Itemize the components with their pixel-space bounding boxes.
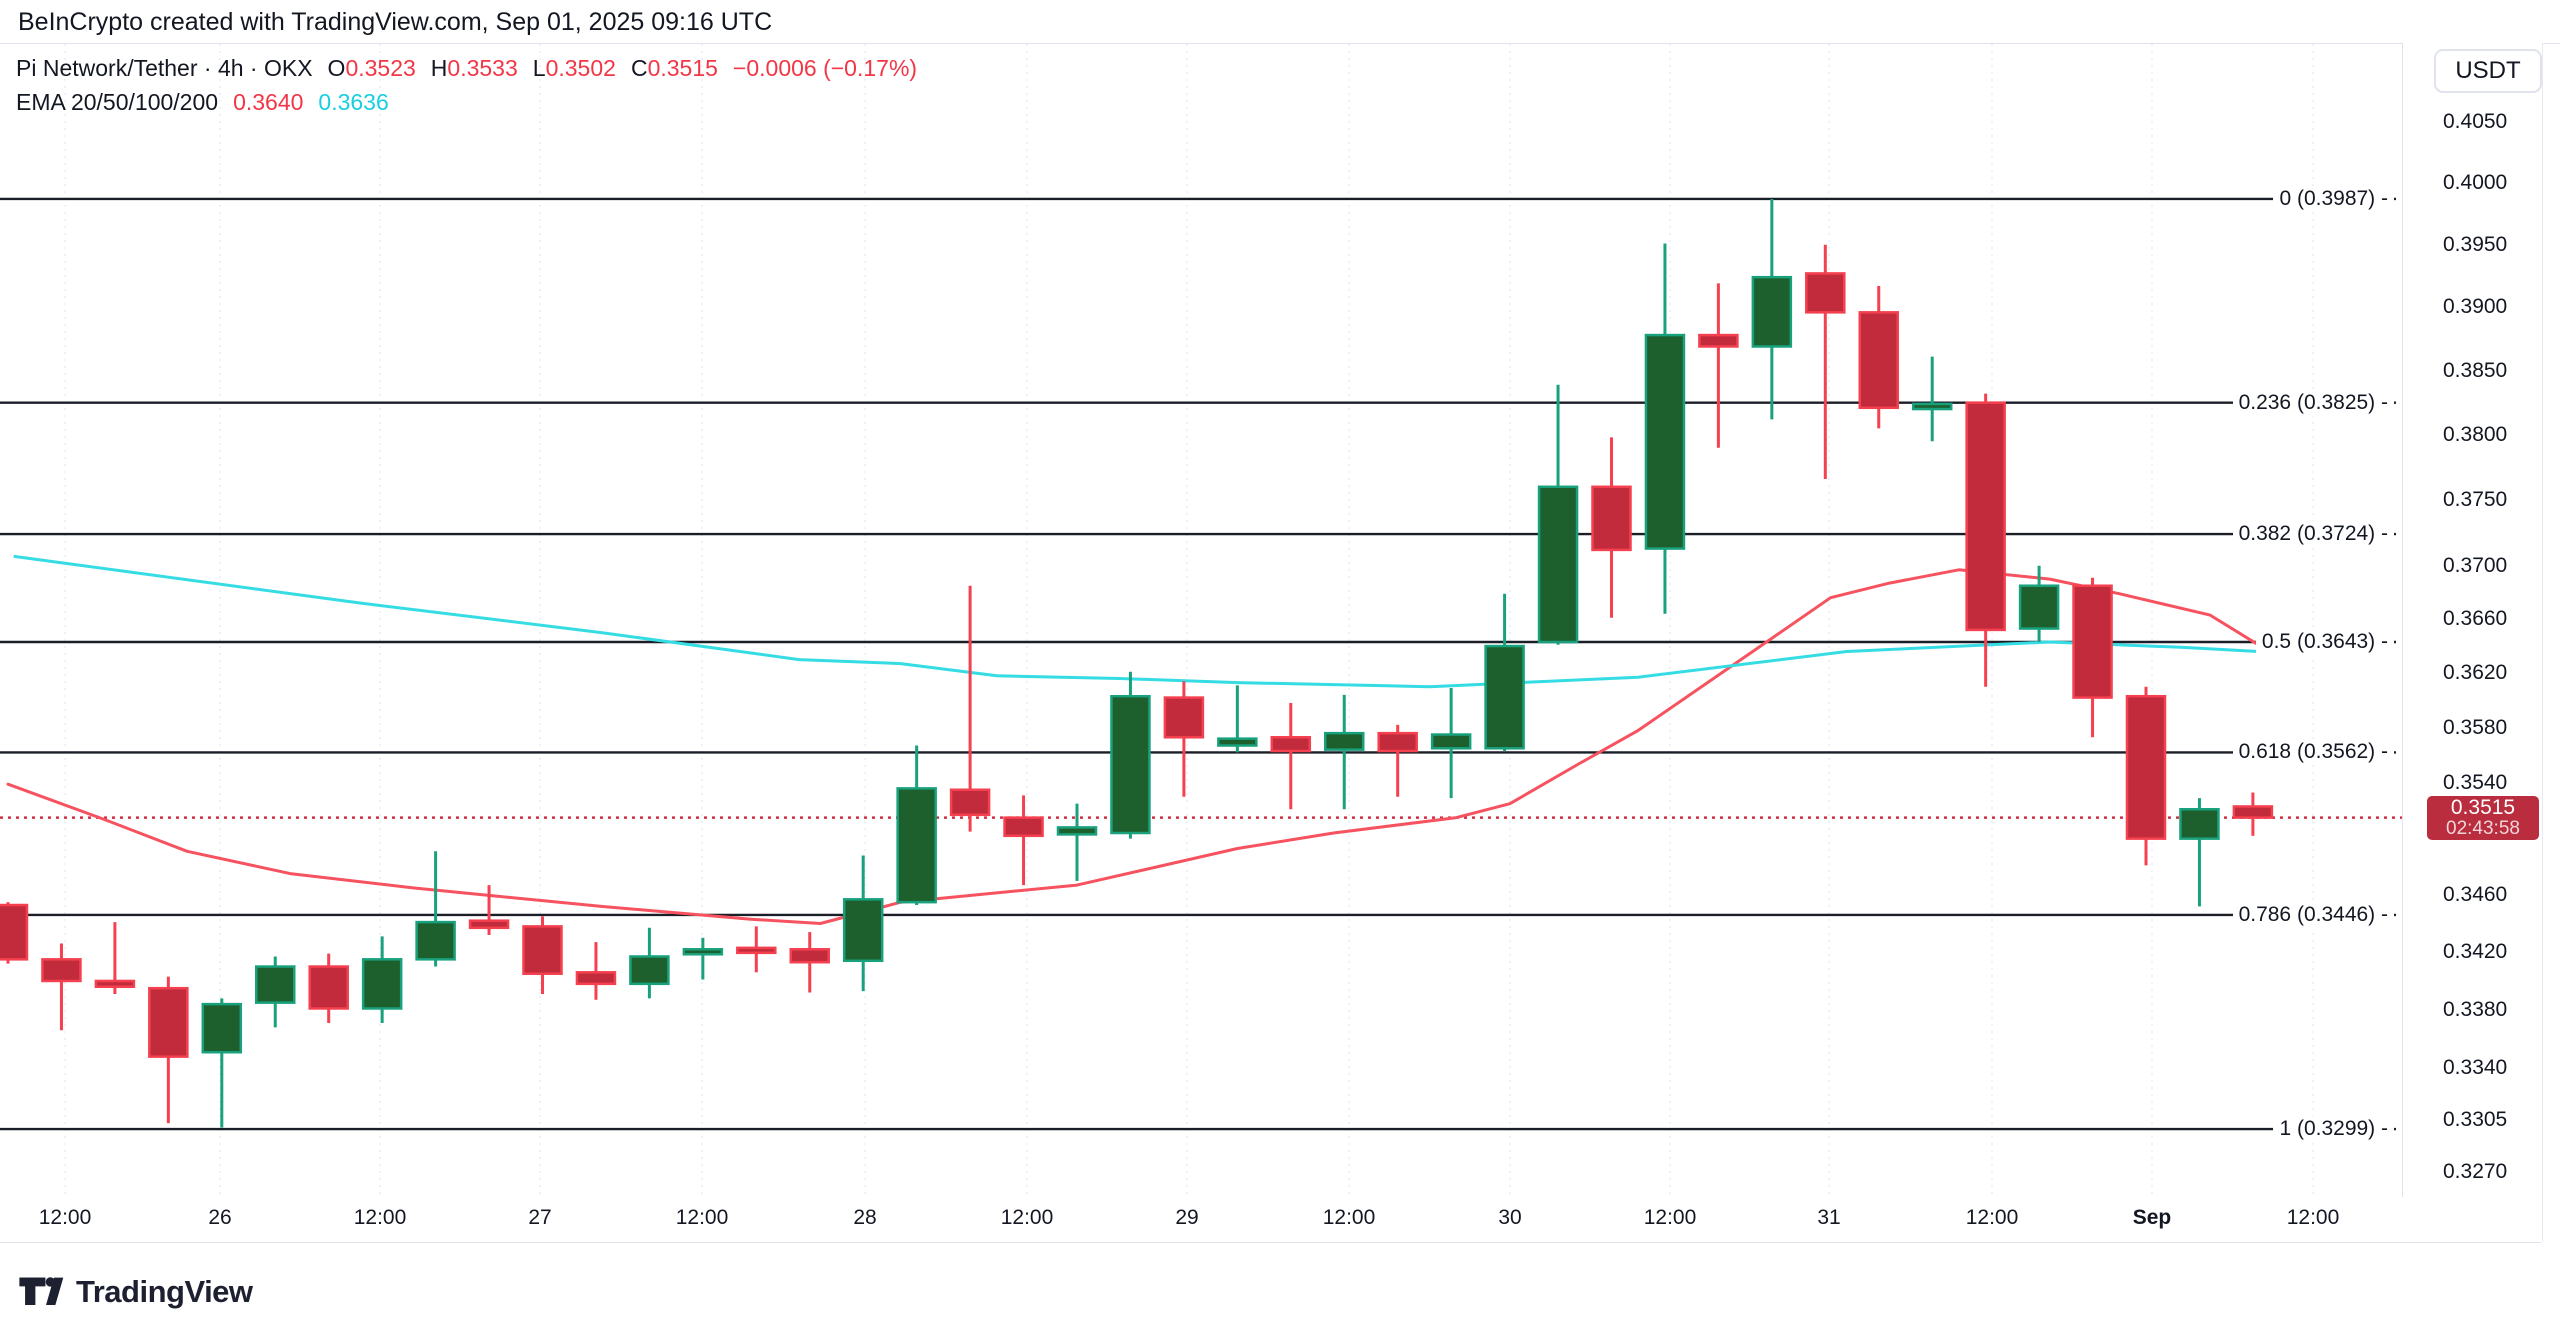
fib-level-label: 1 (0.3299) -	[2273, 1116, 2394, 1143]
time-tick-label: 12:00	[1965, 1206, 2019, 1229]
attribution-text: BeInCrypto created with TradingView.com,…	[18, 8, 773, 36]
fib-level-label: 0.5 (0.3643) -	[2255, 629, 2394, 655]
time-tick-label: 12:00	[353, 1206, 407, 1229]
last-price-value: 0.3515	[2450, 795, 2516, 819]
price-tick-label: 0.3380	[2443, 997, 2508, 1021]
ema-value-red: 0.3640	[233, 89, 304, 115]
time-axis[interactable]: 12:00 26 12:00 27 12:00 28 12:00 29 12:00 30 12:00…	[0, 1197, 2541, 1243]
price-tick-label: 0.3800	[2443, 422, 2508, 446]
price-tick-label: 0.3340	[2443, 1056, 2508, 1080]
price-tick-label: 0.4050	[2443, 109, 2508, 133]
time-tick-label: 12:00	[38, 1206, 92, 1229]
fib-level-label: 0.786 (0.3446) -	[2232, 901, 2394, 928]
price-tick-label: 0.3900	[2443, 295, 2508, 319]
price-tick-label: 0.3420	[2443, 940, 2508, 964]
time-tick-label: 26	[208, 1206, 232, 1229]
time-tick-label: 12:00	[1322, 1206, 1376, 1229]
tradingview-logo-icon[interactable]	[18, 1275, 64, 1309]
symbol-title: Pi Network/Tether · 4h · OKX	[16, 55, 313, 81]
price-tick-label: 0.3850	[2443, 358, 2508, 382]
chart-legend: Pi Network/Tether · 4h · OKX O0.3523 H0.…	[16, 55, 917, 123]
ema-indicator-label: EMA 20/50/100/200	[16, 89, 219, 115]
ohlc-low: L0.3502	[532, 55, 616, 81]
last-price-badge: 0.3515 02:43:58	[2427, 795, 2539, 840]
time-tick-label: 27	[528, 1206, 552, 1229]
currency-toggle-badge[interactable]: USDT	[2434, 49, 2542, 93]
price-tick-label: 0.3620	[2443, 661, 2508, 685]
footer: TradingView	[18, 1274, 253, 1310]
price-tick-label: 0.3700	[2443, 553, 2508, 577]
legend-symbol-row: Pi Network/Tether · 4h · OKX O0.3523 H0.…	[16, 55, 917, 82]
price-tick-label: 0.3305	[2443, 1108, 2508, 1132]
price-tick-label: 0.3540	[2443, 770, 2508, 794]
tradingview-logo-text[interactable]: TradingView	[76, 1274, 253, 1309]
time-tick-label: 31	[1817, 1206, 1841, 1229]
ema-value-cyan: 0.3636	[318, 89, 389, 115]
time-tick-label: 12:00	[2286, 1206, 2340, 1229]
price-tick-label: 0.3580	[2443, 715, 2508, 739]
price-tick-label: 0.3270	[2443, 1160, 2508, 1184]
ohlc-open: O0.3523	[327, 55, 416, 81]
time-tick-label: 12:00	[1000, 1206, 1054, 1229]
chart-canvas[interactable]	[0, 43, 2560, 1242]
legend-ema-row: EMA 20/50/100/200 0.3640 0.3636	[16, 89, 917, 116]
fib-level-label: 0.382 (0.3724) -	[2232, 521, 2394, 548]
fib-level-label: 0.236 (0.3825) -	[2232, 389, 2394, 416]
bar-countdown: 02:43:58	[2446, 817, 2520, 839]
price-tick-label: 0.3750	[2443, 487, 2508, 511]
time-tick-label: Sep	[2132, 1206, 2172, 1229]
price-tick-label: 0.3660	[2443, 607, 2508, 631]
time-tick-label: 12:00	[675, 1206, 729, 1229]
time-tick-label: 12:00	[1643, 1206, 1697, 1229]
price-tick-label: 0.3950	[2443, 232, 2508, 256]
time-tick-label: 30	[1498, 1206, 1522, 1229]
fib-level-label: 0 (0.3987) -	[2273, 185, 2394, 212]
time-tick-label: 29	[1175, 1206, 1199, 1229]
fib-level-label: 0.618 (0.3562) -	[2232, 739, 2394, 766]
price-tick-label: 0.4000	[2443, 170, 2508, 194]
price-tick-label: 0.3460	[2443, 883, 2508, 907]
price-change: −0.0006 (−0.17%)	[732, 55, 918, 81]
ohlc-close: C0.3515	[630, 55, 718, 81]
price-axis[interactable]: USDT 0.4050 0.4000 0.3950 0.3900 0.3850 0.380…	[2402, 43, 2543, 1242]
time-tick-label: 28	[853, 1206, 877, 1229]
ohlc-high: H0.3533	[430, 55, 518, 81]
